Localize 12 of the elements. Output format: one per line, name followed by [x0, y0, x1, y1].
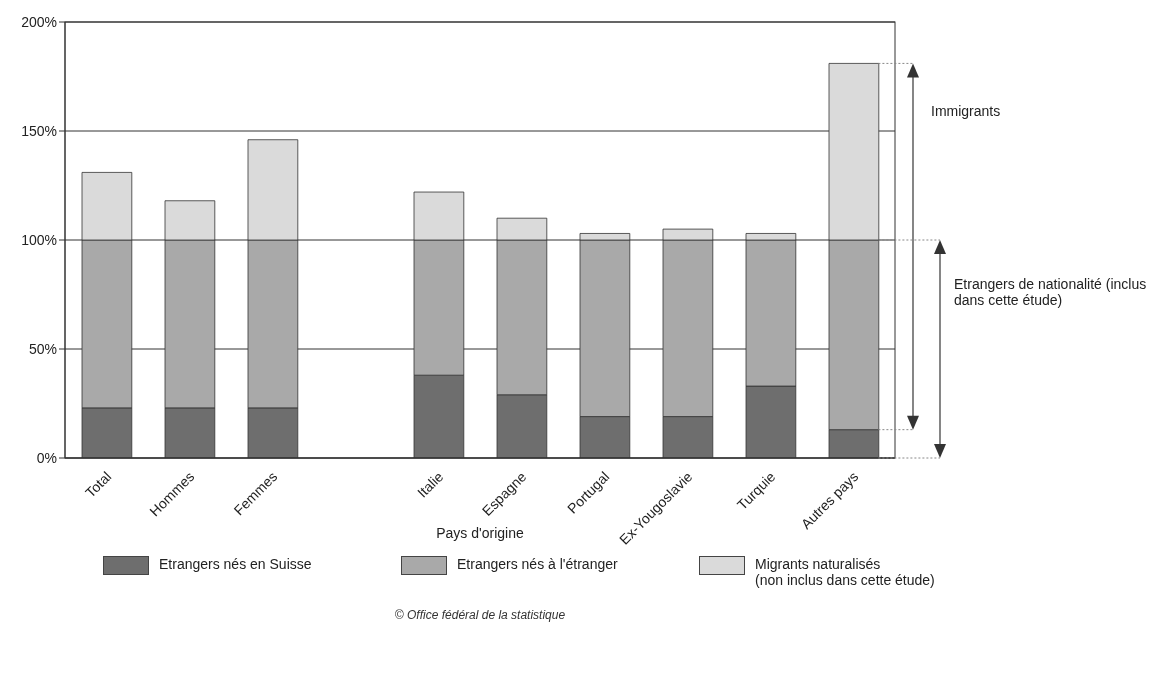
y-tick-label: 0%	[36, 449, 57, 466]
y-tick-label: 100%	[21, 231, 57, 248]
legend-label: Migrants naturalisés (non inclus dans cette étude)	[755, 556, 935, 588]
y-tick-label: 50%	[28, 340, 57, 357]
y-tick-label: 150%	[21, 122, 57, 139]
text: Immigrants	[931, 103, 1001, 120]
x-axis-title: Pays d'origine	[436, 525, 524, 541]
text: © Office fédéral de la statistique	[393, 608, 567, 622]
legend-label: Etrangers nés en Suisse	[159, 556, 312, 572]
legend-label: Etrangers nés à l'étranger	[457, 556, 618, 572]
text: Etrangers de nationalité (inclus dans cette étude)	[954, 276, 1148, 308]
y-tick-label: 200%	[21, 13, 57, 30]
